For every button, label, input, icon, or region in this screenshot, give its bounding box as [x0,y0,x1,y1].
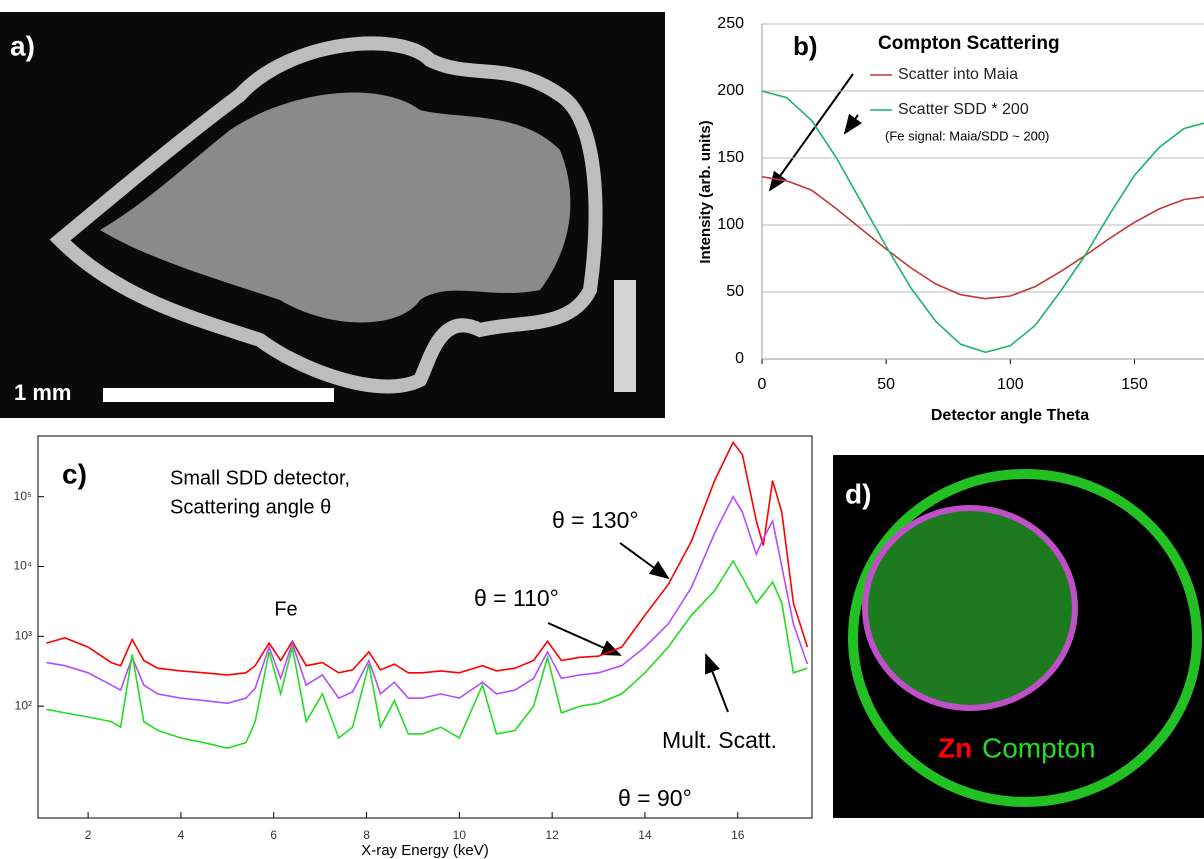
legend-label: Scatter SDD * 200 [898,101,1029,118]
series-label: θ = 110° [474,585,559,611]
arrow [843,113,863,135]
element-label: Zn [938,732,972,763]
annotation: Fe [274,598,297,620]
y-tick-label: 100 [717,216,744,233]
signal-label: Compton [982,732,1096,763]
panel-label: c) [62,458,87,489]
series-label: θ = 90° [618,785,692,811]
panel-label: a) [10,30,35,61]
color-scale [614,280,636,392]
y-tick-label: 250 [717,15,744,32]
series-line [761,176,1204,300]
x-tick-label: 150 [1121,376,1148,393]
y-tick-label: 10⁵ [14,489,32,503]
x-axis-label: Detector angle Theta [931,407,1089,424]
x-tick-label: 16 [731,828,745,842]
x-tick-label: 10 [453,828,467,842]
x-tick-label: 0 [758,376,767,393]
x-tick-label: 4 [178,828,185,842]
panel-label: d) [845,478,871,509]
y-tick-label: 0 [735,350,744,367]
arrow [768,73,854,192]
plot-frame [37,435,813,819]
y-tick-label: 50 [726,283,744,300]
y-tick-label: 10² [15,698,32,712]
series-label: θ = 130° [552,507,639,533]
x-axis-label: X-ray Energy (keV) [361,842,489,859]
y-tick-label: 200 [717,82,744,99]
specimen-shell [49,36,603,394]
chart-title: Compton Scattering [878,33,1060,54]
x-tick-label: 12 [545,828,559,842]
x-tick-label: 14 [638,828,652,842]
arrow [619,542,670,580]
x-tick-label: 6 [270,828,277,842]
y-tick-label: 150 [717,149,744,166]
series-line [761,90,1204,354]
arrow [547,622,622,656]
y-tick-label: 10³ [15,628,32,642]
x-tick-label: 2 [85,828,92,842]
zn-region [862,505,1078,711]
series-line [46,495,809,705]
y-axis-label: Intensity (arb. units) [697,120,714,263]
scale-bar [103,388,334,402]
arrow [705,653,729,713]
legend-label: Scatter into Maia [898,66,1018,83]
x-tick-label: 50 [877,376,895,393]
x-tick-label: 100 [997,376,1024,393]
compton-ring [848,469,1202,807]
chart-title: Small SDD detector, [170,467,350,489]
series-line [46,440,809,676]
note: (Fe signal: Maia/SDD ~ 200) [885,128,1049,143]
x-tick-label: 8 [363,828,370,842]
y-tick-label: 10⁴ [13,559,32,573]
chart-subtitle: Scattering angle θ [170,496,331,518]
scale-label: 1 mm [14,380,71,405]
annotation: Mult. Scatt. [662,727,777,753]
series-line [46,559,808,750]
panel-label: b) [793,31,818,61]
specimen-core [100,92,571,323]
